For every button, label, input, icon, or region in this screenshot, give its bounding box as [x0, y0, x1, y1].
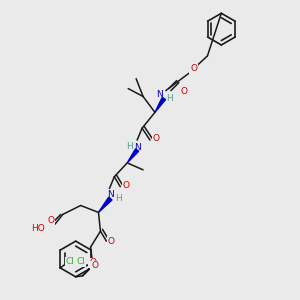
Text: H: H [126, 142, 133, 151]
Text: O: O [47, 216, 54, 225]
Text: O: O [190, 64, 197, 73]
Text: O: O [123, 181, 130, 190]
Text: Cl: Cl [77, 257, 86, 266]
Text: N: N [107, 190, 114, 199]
Text: O: O [180, 87, 187, 96]
Polygon shape [98, 197, 112, 212]
Text: H: H [167, 94, 173, 103]
Text: O: O [89, 258, 96, 267]
Text: N: N [134, 142, 140, 152]
Polygon shape [127, 149, 139, 163]
Polygon shape [155, 98, 166, 112]
Text: H: H [115, 194, 122, 203]
Text: O: O [91, 261, 98, 270]
Text: HO: HO [31, 224, 45, 233]
Text: O: O [108, 237, 115, 246]
Text: Cl: Cl [66, 257, 75, 266]
Text: N: N [157, 90, 163, 99]
Text: O: O [152, 134, 159, 142]
